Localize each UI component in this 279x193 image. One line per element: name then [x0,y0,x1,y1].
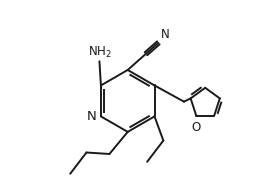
Text: N: N [161,28,169,41]
Text: N: N [87,110,97,123]
Text: O: O [192,121,201,134]
Text: NH$_2$: NH$_2$ [88,45,111,60]
